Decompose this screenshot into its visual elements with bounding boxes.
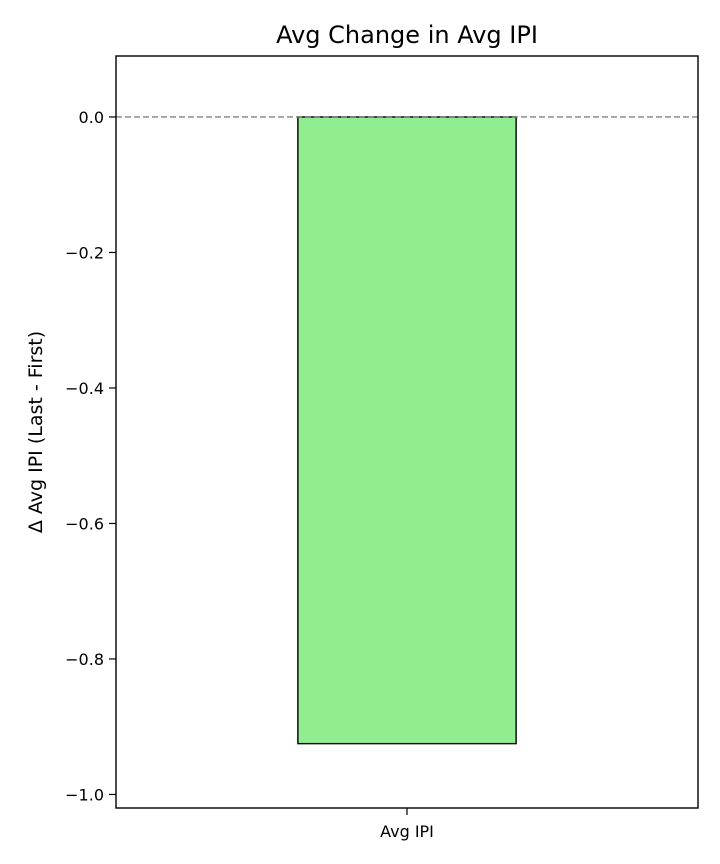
plot-area: Avg IPI 0.0 −0.2 −0.4 −0.6 −0.8 −1.0 [65, 55, 699, 841]
y-tick-label: −1.0 [65, 785, 104, 804]
y-tick-label: −0.4 [65, 379, 104, 398]
y-tick-label: −0.8 [65, 650, 104, 669]
bar [297, 116, 517, 745]
y-axis-label: Δ Avg IPI (Last - First) [25, 331, 47, 533]
y-tick-label: −0.2 [65, 243, 104, 262]
y-tick-label: 0.0 [79, 108, 104, 127]
chart-title: Avg Change in Avg IPI [276, 21, 538, 49]
y-tick-label: −0.6 [65, 514, 104, 533]
axes-frame [115, 55, 699, 809]
x-tick-label: Avg IPI [380, 822, 434, 841]
